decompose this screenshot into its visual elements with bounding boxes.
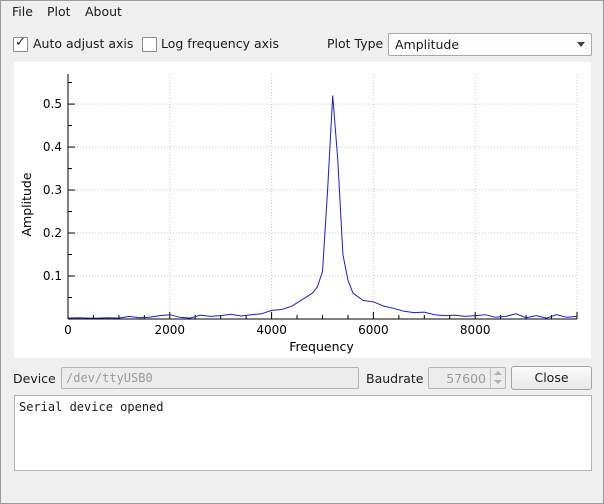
- menu-about[interactable]: About: [85, 4, 122, 19]
- device-field[interactable]: /dev/ttyUSB0: [61, 367, 359, 389]
- device-label: Device: [13, 371, 56, 386]
- chevron-down-icon: [577, 42, 585, 47]
- log-output[interactable]: Serial device opened: [14, 395, 592, 471]
- baudrate-stepper[interactable]: [490, 368, 505, 388]
- plot-area: 0 2000 4000 6000 8000 0.1 0.2 0.3 0.4 0.5 Frequen…: [14, 62, 591, 358]
- y-tick-label: 0.1: [43, 269, 62, 283]
- plot-type-select[interactable]: Amplitude: [388, 33, 592, 56]
- y-tick-label: 0.4: [43, 140, 62, 154]
- plot-type-label: Plot Type: [327, 36, 384, 51]
- close-button[interactable]: Close: [511, 366, 592, 390]
- y-tick-label: 0.3: [43, 183, 62, 197]
- y-axis-label: Amplitude: [19, 172, 34, 236]
- x-tick-label: 4000: [256, 323, 287, 337]
- device-value: /dev/ttyUSB0: [66, 371, 153, 385]
- baudrate-value: 57600: [446, 371, 486, 386]
- checkmark-icon: ✓: [15, 35, 26, 50]
- log-message: Serial device opened: [19, 400, 164, 414]
- x-axis-label: Frequency: [289, 339, 354, 354]
- baudrate-label: Baudrate: [366, 371, 424, 386]
- plot-type-value: Amplitude: [395, 37, 460, 52]
- baudrate-spinbox[interactable]: 57600: [428, 367, 506, 389]
- chevron-down-icon[interactable]: [494, 380, 502, 384]
- menu-file[interactable]: File: [12, 4, 33, 19]
- x-tick-label: 6000: [358, 323, 389, 337]
- y-tick-label: 0.5: [43, 97, 62, 111]
- y-tick-label: 0.2: [43, 226, 62, 240]
- menu-bar: File Plot About: [1, 1, 603, 22]
- amplitude-series-line: [67, 95, 578, 319]
- x-tick-label: 8000: [460, 323, 491, 337]
- auto-adjust-checkbox[interactable]: ✓: [13, 35, 28, 52]
- auto-adjust-label[interactable]: Auto adjust axis: [33, 36, 134, 51]
- chevron-up-icon[interactable]: [494, 371, 502, 375]
- log-frequency-label[interactable]: Log frequency axis: [161, 36, 280, 51]
- menu-plot[interactable]: Plot: [47, 4, 71, 19]
- x-tick-label: 2000: [155, 323, 186, 337]
- log-frequency-checkbox[interactable]: [142, 37, 157, 52]
- amplitude-chart: 0 2000 4000 6000 8000 0.1 0.2 0.3 0.4 0.5 Frequen…: [19, 74, 578, 354]
- connection-row: Device /dev/ttyUSB0 Baudrate 57600 Close: [1, 366, 603, 390]
- options-row: ✓ Auto adjust axis Log frequency axis Pl…: [1, 33, 603, 56]
- x-tick-label: 0: [64, 323, 72, 337]
